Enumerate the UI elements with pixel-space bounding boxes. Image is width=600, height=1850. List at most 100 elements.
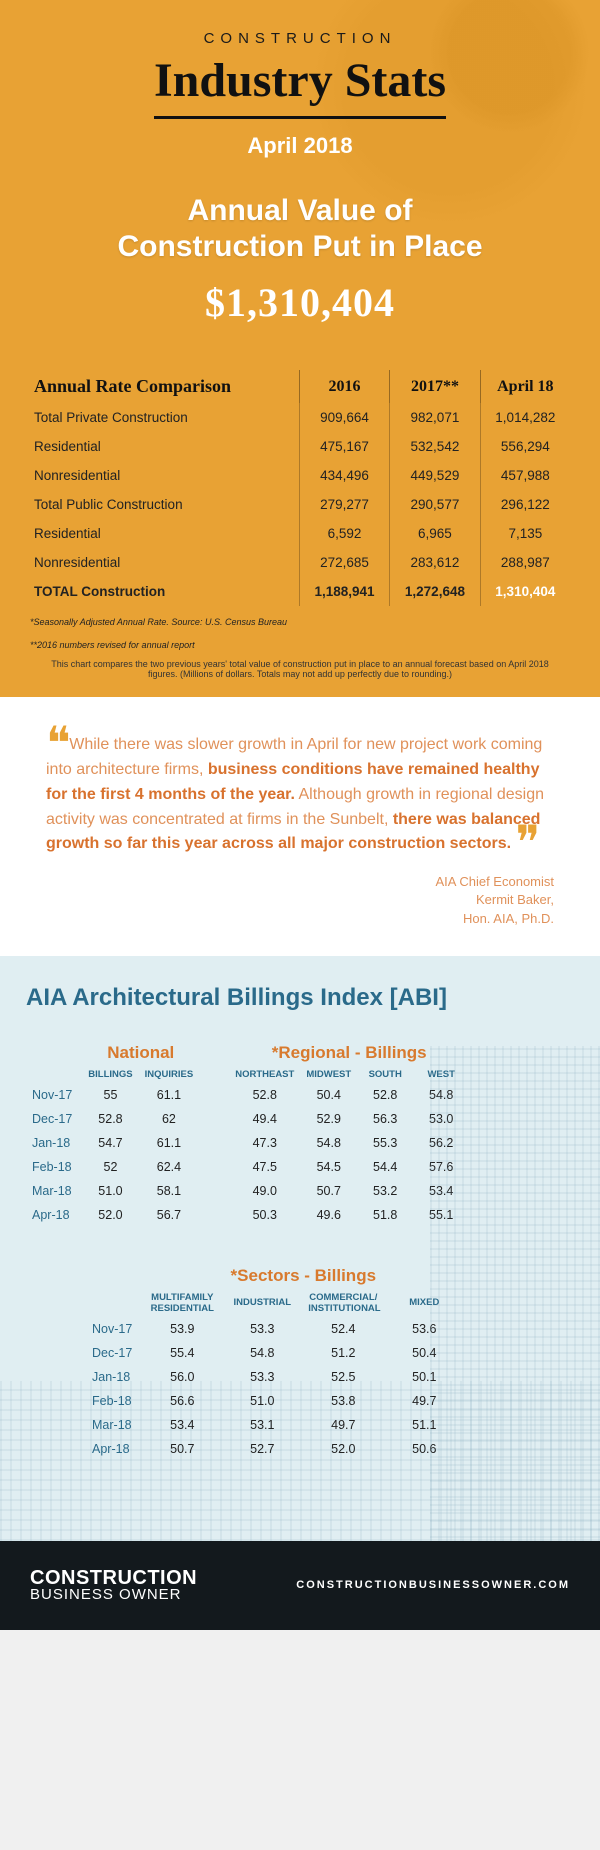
table-row: 47.554.554.457.6 — [229, 1155, 469, 1179]
abi-national-table: National BILLINGS INQUIRIES Nov-175561.1… — [26, 1040, 199, 1227]
table-row: Residential6,5926,9657,135 — [30, 519, 570, 548]
abi-month: Apr-18 — [26, 1203, 82, 1227]
abi-cell: 62 — [139, 1107, 200, 1131]
rate-col-2017: 2017** — [390, 370, 480, 403]
table-row: Feb-1856.651.053.849.7 — [86, 1389, 464, 1413]
rate-cell: 6,965 — [390, 519, 480, 548]
close-quote-icon: ❞ — [515, 817, 534, 868]
abi-cell: 50.1 — [384, 1365, 464, 1389]
quote-attr-line2: Kermit Baker, — [476, 892, 554, 907]
rate-cell: 7,135 — [480, 519, 570, 548]
abi-cell: 49.4 — [229, 1107, 300, 1131]
rate-cell: 296,122 — [480, 490, 570, 519]
abi-cell: 54.8 — [300, 1131, 357, 1155]
table-row: Jan-1856.053.352.550.1 — [86, 1365, 464, 1389]
abi-month: Feb-18 — [86, 1389, 142, 1413]
page: CONSTRUCTION Industry Stats April 2018 A… — [0, 0, 600, 1630]
abi-cell: 54.7 — [82, 1131, 138, 1155]
abi-cell: 53.4 — [413, 1179, 469, 1203]
abi-cell: 53.3 — [222, 1317, 302, 1341]
abi-month: Nov-17 — [26, 1083, 82, 1107]
rate-footnote-1: *Seasonally Adjusted Annual Rate. Source… — [30, 616, 570, 629]
rate-cell: 449,529 — [390, 461, 480, 490]
table-row: 49.452.956.353.0 — [229, 1107, 469, 1131]
abi-cell: 55 — [82, 1083, 138, 1107]
abi-month: Mar-18 — [86, 1413, 142, 1437]
rate-cell: 1,188,941 — [299, 577, 389, 606]
abi-regional-title: *Regional - Billings — [229, 1040, 469, 1066]
rate-cell: 434,496 — [299, 461, 389, 490]
hero-value: $1,310,404 — [30, 279, 570, 326]
table-row: Apr-1850.752.752.050.6 — [86, 1437, 464, 1461]
table-row: Nonresidential272,685283,612288,987 — [30, 548, 570, 577]
table-row: 50.349.651.855.1 — [229, 1203, 469, 1227]
abi-cell: 53.6 — [384, 1317, 464, 1341]
rate-footnote-3: This chart compares the two previous yea… — [50, 659, 550, 679]
abi-cell: 51.0 — [82, 1179, 138, 1203]
rate-cell: 532,542 — [390, 432, 480, 461]
abi-regional-table: *Regional - Billings NORTHEAST MIDWEST S… — [229, 1040, 469, 1227]
abi-cell: 52.5 — [302, 1365, 384, 1389]
abi-cell: 52.4 — [302, 1317, 384, 1341]
quote-block: ❝ While there was slower growth in April… — [0, 697, 600, 956]
abi-sectors-table: *Sectors - Billings MULTIFAMILY RESIDENT… — [86, 1263, 464, 1461]
rate-row-label: Residential — [30, 432, 299, 461]
abi-cell: 55.4 — [142, 1341, 222, 1365]
rate-row-label: Residential — [30, 519, 299, 548]
abi-cell: 50.4 — [300, 1083, 357, 1107]
abi-cell: 50.6 — [384, 1437, 464, 1461]
table-row: Feb-185262.4 — [26, 1155, 199, 1179]
table-row: TOTAL Construction1,188,9411,272,6481,31… — [30, 577, 570, 606]
abi-national-title: National — [82, 1040, 199, 1066]
quote-attr-line1: AIA Chief Economist — [436, 874, 555, 889]
hero-section: CONSTRUCTION Industry Stats April 2018 A… — [0, 0, 600, 346]
abi-cell: 52.0 — [302, 1437, 384, 1461]
rate-comparison-section: Annual Rate Comparison 2016 2017** April… — [0, 346, 600, 697]
abi-cell: 53.8 — [302, 1389, 384, 1413]
abi-cell: 56.0 — [142, 1365, 222, 1389]
footer-logo-line1: CONSTRUCTION — [30, 1569, 197, 1588]
abi-cell: 51.1 — [384, 1413, 464, 1437]
table-row: Total Private Construction909,664982,071… — [30, 403, 570, 432]
abi-cell: 56.3 — [357, 1107, 413, 1131]
footer-logo-line2: BUSINESS OWNER — [30, 1588, 197, 1602]
abi-month: Dec-17 — [26, 1107, 82, 1131]
abi-month: Dec-17 — [86, 1341, 142, 1365]
abi-national-col-billings: BILLINGS — [82, 1066, 138, 1083]
table-row: Nonresidential434,496449,529457,988 — [30, 461, 570, 490]
abi-cell: 47.5 — [229, 1155, 300, 1179]
table-row: Nov-175561.1 — [26, 1083, 199, 1107]
abi-month: Nov-17 — [86, 1317, 142, 1341]
abi-cell: 51.0 — [222, 1389, 302, 1413]
table-row: 47.354.855.356.2 — [229, 1131, 469, 1155]
abi-sectors-col-multi: MULTIFAMILY RESIDENTIAL — [142, 1289, 222, 1317]
abi-cell: 53.3 — [222, 1365, 302, 1389]
abi-month: Apr-18 — [86, 1437, 142, 1461]
abi-regional-col-ne: NORTHEAST — [229, 1066, 300, 1083]
abi-cell: 62.4 — [139, 1155, 200, 1179]
rate-cell: 6,592 — [299, 519, 389, 548]
abi-section: AIA Architectural Billings Index [ABI] N… — [0, 956, 600, 1541]
hero-sub-line2: Construction Put in Place — [117, 230, 482, 263]
abi-cell: 52.0 — [82, 1203, 138, 1227]
table-row: Dec-1755.454.851.250.4 — [86, 1341, 464, 1365]
abi-cell: 52.8 — [357, 1083, 413, 1107]
rate-cell: 556,294 — [480, 432, 570, 461]
hero-sub-line1: Annual Value of — [187, 194, 412, 227]
abi-cell: 50.4 — [384, 1341, 464, 1365]
rate-cell: 288,987 — [480, 548, 570, 577]
rate-cell: 909,664 — [299, 403, 389, 432]
footer-url: CONSTRUCTIONBUSINESSOWNER.COM — [296, 1579, 570, 1591]
abi-sectors-title: *Sectors - Billings — [142, 1263, 464, 1289]
footer: CONSTRUCTION BUSINESS OWNER CONSTRUCTION… — [0, 1541, 600, 1630]
table-row: 52.850.452.854.8 — [229, 1083, 469, 1107]
rate-row-label: Total Public Construction — [30, 490, 299, 519]
abi-cell: 51.8 — [357, 1203, 413, 1227]
hero-overline: CONSTRUCTION — [30, 30, 570, 47]
abi-cell: 53.2 — [357, 1179, 413, 1203]
rate-cell: 982,071 — [390, 403, 480, 432]
abi-month: Jan-18 — [26, 1131, 82, 1155]
abi-cell: 52.8 — [82, 1107, 138, 1131]
abi-cell: 50.7 — [300, 1179, 357, 1203]
abi-month: Feb-18 — [26, 1155, 82, 1179]
